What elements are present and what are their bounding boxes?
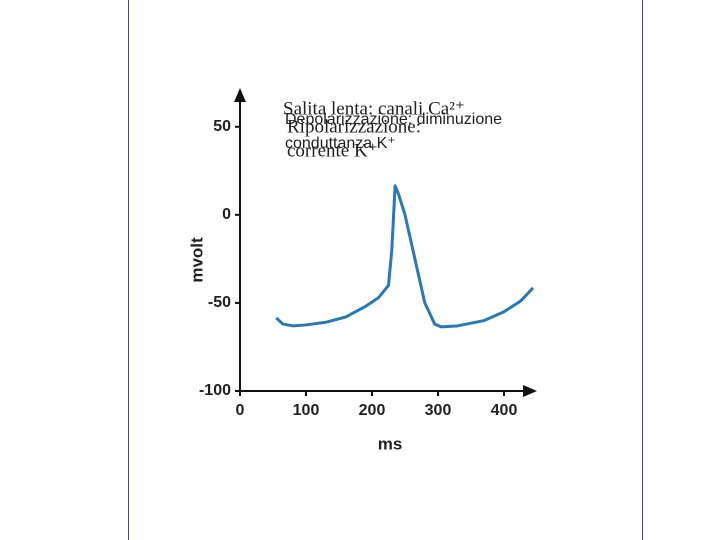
y-tick-label: -50 (208, 294, 231, 311)
annotation: corrente K⁺ (287, 140, 378, 161)
x-tick-label: 300 (425, 402, 452, 419)
annotation: Salita lenta: canali Ca²⁺ (283, 98, 465, 119)
annotation: Ripolarizzazione: (287, 116, 421, 137)
x-tick-label: 100 (293, 402, 320, 419)
y-tick-label: -100 (199, 382, 231, 399)
line (275, 184, 535, 329)
x-tick-label: 200 (359, 402, 386, 419)
x-axis-title: ms (378, 434, 403, 453)
x-tick-label: 0 (236, 402, 245, 419)
y-tick-label: 0 (222, 206, 231, 223)
x-tick-label: 400 (491, 402, 518, 419)
annotation: conduttanza K⁺ (285, 135, 396, 152)
y-tick-label: 50 (213, 118, 231, 135)
x-axis-arrow (523, 385, 537, 397)
y-axis-title: mvolt (187, 237, 206, 283)
annotation: Depolarizzazione: diminuzione (285, 111, 502, 128)
y-axis-arrow (234, 88, 246, 102)
